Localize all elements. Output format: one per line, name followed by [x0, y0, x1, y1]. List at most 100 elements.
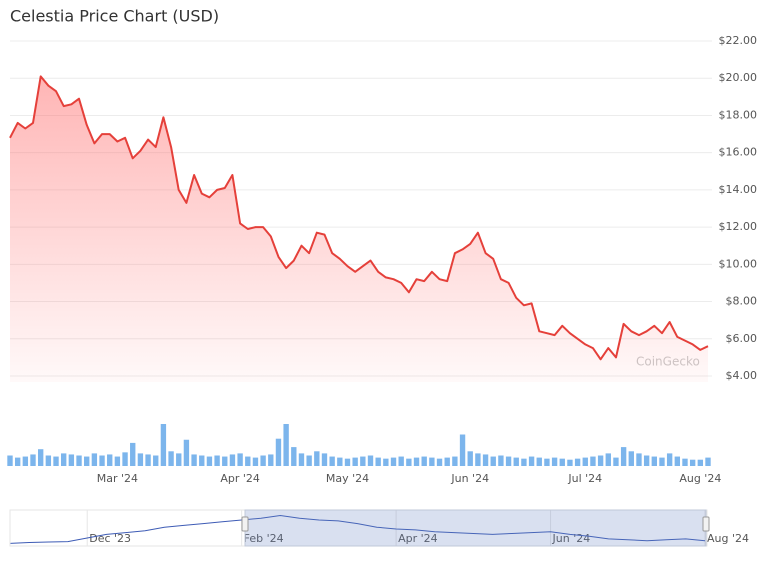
volume-bar: [84, 456, 90, 466]
x-tick-label: Apr '24: [220, 472, 260, 485]
volume-bar: [252, 457, 259, 466]
volume-bar: [551, 457, 558, 466]
volume-bar: [191, 454, 197, 466]
y-tick-label: $12.00: [719, 220, 758, 233]
volume-bar: [398, 456, 404, 466]
volume-bar: [222, 456, 228, 466]
volume-bar: [91, 453, 98, 466]
volume-bar: [390, 457, 397, 466]
volume-bar: [367, 455, 374, 466]
volume-bar: [689, 459, 696, 466]
volume-bar: [590, 456, 596, 466]
volume-bar: [199, 455, 205, 466]
volume-bar: [237, 453, 243, 466]
volume-bar: [68, 454, 75, 466]
y-tick-label: $14.00: [719, 183, 758, 196]
x-tick-label: May '24: [326, 472, 369, 485]
volume-bar: [421, 456, 427, 466]
volume-bar: [268, 454, 274, 466]
y-tick-label: $10.00: [719, 257, 758, 270]
y-tick-label: $22.00: [719, 34, 758, 47]
volume-bar: [536, 457, 542, 466]
volume-bar: [444, 457, 450, 466]
volume-bar: [352, 457, 358, 466]
volume-bar: [505, 456, 512, 466]
volume-bar: [114, 456, 121, 466]
navigator-label: Aug '24: [707, 532, 749, 545]
volume-bar: [490, 456, 496, 466]
navigator-selection[interactable]: [244, 509, 707, 547]
volume-bar: [383, 458, 389, 466]
volume-bar: [314, 451, 320, 466]
volume-bar: [160, 424, 167, 466]
volume-bar: [344, 458, 351, 466]
volume-bar: [659, 457, 665, 466]
volume-bar: [620, 447, 627, 466]
x-tick-label: Mar '24: [97, 472, 138, 485]
volume-bar: [306, 455, 312, 466]
x-tick-label: Aug '24: [679, 472, 721, 485]
volume-bar: [559, 458, 565, 466]
volume-bar: [498, 455, 504, 466]
price-line: [9, 75, 709, 361]
volume-bar: [674, 456, 681, 466]
volume-bar: [7, 455, 13, 466]
volume-bar: [528, 456, 535, 466]
volume-bar: [613, 457, 619, 466]
volume-bar: [145, 454, 151, 466]
volume-bar: [406, 458, 412, 466]
volume-bar: [206, 456, 213, 466]
volume-bar: [291, 447, 297, 466]
volume-bar: [574, 458, 581, 466]
navigator-line: [9, 514, 706, 544]
volume-bar: [705, 457, 711, 466]
volume-bar: [229, 454, 236, 466]
volume-bar: [61, 453, 67, 466]
x-tick-label: Jun '24: [450, 472, 489, 485]
volume-bar: [329, 456, 335, 466]
volume-bar: [176, 453, 182, 466]
y-tick-label: $18.00: [719, 108, 758, 121]
volume-bar: [513, 457, 519, 466]
price-area: [10, 76, 708, 383]
volume-bar: [482, 454, 489, 466]
volume-bar: [628, 451, 634, 466]
volume-bar: [475, 453, 481, 466]
volume-bar: [666, 453, 673, 466]
volume-bar: [544, 458, 550, 466]
volume-bar: [337, 457, 343, 466]
volume-bar: [651, 456, 657, 466]
volume-bar: [567, 459, 573, 466]
volume-bar: [122, 452, 128, 466]
volume-bar: [459, 434, 466, 466]
volume-bar: [22, 456, 29, 466]
volume-bar: [697, 459, 704, 466]
volume-bar: [130, 442, 136, 466]
volume-bar: [107, 454, 113, 466]
volume-bar: [298, 453, 305, 466]
y-tick-label: $16.00: [719, 146, 758, 159]
volume-bar: [429, 457, 435, 466]
volume-bar: [467, 451, 473, 466]
volume-bar: [37, 449, 44, 466]
volume-bar: [183, 439, 190, 466]
y-tick-label: $4.00: [726, 369, 758, 382]
volume-bar: [153, 455, 159, 466]
volume-bar: [413, 457, 420, 466]
navigator-label: Apr '24: [398, 532, 438, 545]
navigator-handle[interactable]: [241, 516, 249, 532]
volume-bar: [245, 456, 251, 466]
volume-bar: [682, 458, 688, 466]
volume-bar: [99, 455, 105, 466]
navigator-handle[interactable]: [702, 516, 710, 532]
volume-bar: [636, 453, 642, 466]
volume-bar: [582, 457, 588, 466]
volume-bar: [137, 453, 144, 466]
volume-bar: [452, 456, 458, 466]
volume-bar: [76, 455, 82, 466]
volume-bar: [321, 453, 328, 466]
volume-bar: [283, 424, 289, 466]
y-tick-label: $6.00: [726, 332, 758, 345]
navigator-label: Feb '24: [244, 532, 284, 545]
